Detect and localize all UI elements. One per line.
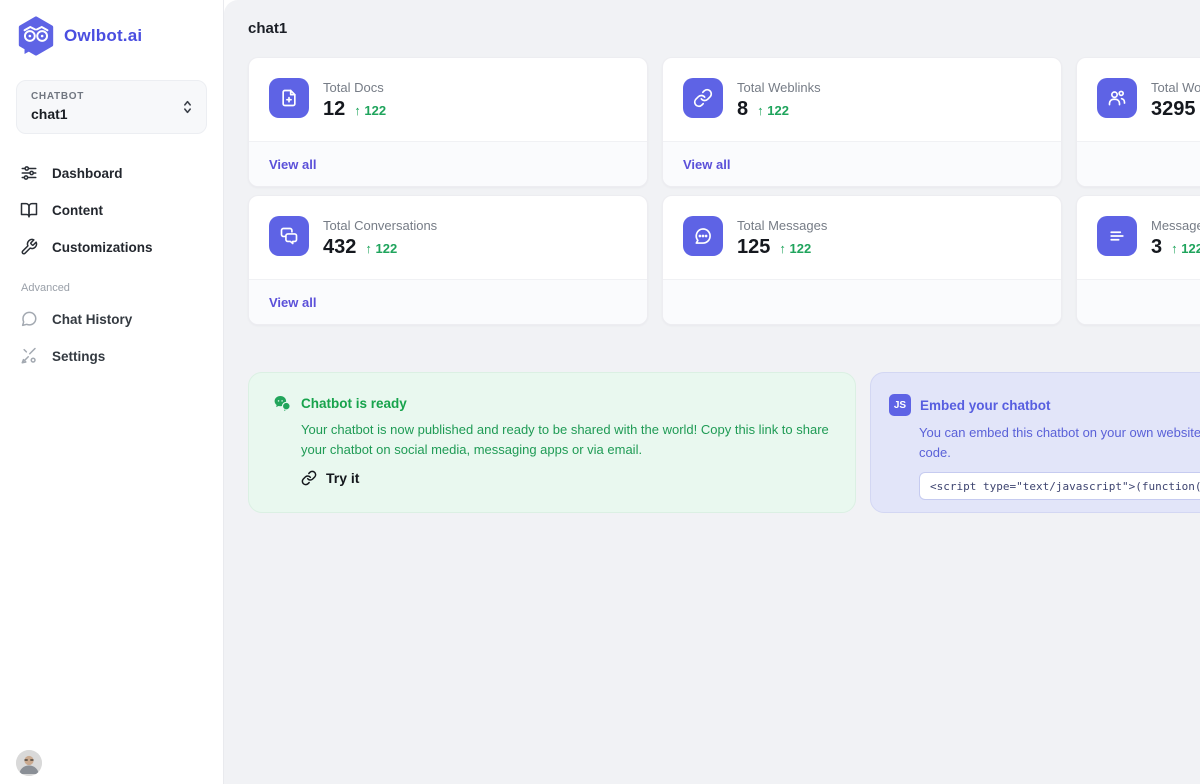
try-it-label: Try it bbox=[326, 470, 360, 486]
sidebar-item-label: Customizations bbox=[52, 239, 153, 255]
sidebar-nav: Dashboard Content Customizations Advance… bbox=[16, 156, 207, 373]
stat-value: 12 bbox=[323, 98, 346, 120]
stat-value: 3295 bbox=[1151, 98, 1196, 120]
sidebar-item-label: Settings bbox=[52, 348, 106, 364]
embed-chatbot-banner: JS Embed your chatbot You can embed this… bbox=[870, 372, 1200, 513]
chatbot-selector[interactable]: CHATBOT chat1 bbox=[16, 80, 207, 134]
users-icon bbox=[1097, 78, 1137, 118]
main-content: chat1 Total Docs 12 ↑ 122 bbox=[224, 0, 1200, 784]
stat-delta: ↑ 122 bbox=[779, 241, 812, 256]
file-plus-icon bbox=[269, 78, 309, 118]
stat-card-footer: View all bbox=[249, 141, 647, 186]
view-all-link[interactable]: View all bbox=[269, 156, 317, 172]
embed-banner-title: Embed your chatbot bbox=[920, 397, 1051, 413]
book-icon bbox=[20, 201, 38, 219]
view-all-link[interactable]: View all bbox=[269, 294, 317, 310]
stat-label: Messages bbox=[1151, 218, 1200, 233]
embed-banner-body: You can embed this chatbot on your own w… bbox=[919, 425, 1200, 460]
stat-card-total-words: Total Words 3295 bbox=[1076, 57, 1200, 187]
stat-card-footer: View all bbox=[249, 279, 647, 324]
stat-card-messages: Messages 3 ↑ 122 bbox=[1076, 195, 1200, 325]
stat-delta: ↑ 122 bbox=[365, 241, 398, 256]
sidebar: Owlbot.ai CHATBOT chat1 Dashboard bbox=[0, 0, 224, 784]
chatbot-selector-label: CHATBOT bbox=[31, 91, 85, 102]
user-avatar[interactable] bbox=[16, 750, 42, 776]
sidebar-item-chat-history[interactable]: Chat History bbox=[16, 302, 207, 336]
sliders-icon bbox=[20, 164, 38, 182]
link-icon bbox=[301, 470, 317, 486]
banners-row: Chatbot is ready Your chatbot is now pub… bbox=[248, 372, 1200, 513]
green-chat-duo-icon bbox=[273, 394, 292, 413]
stat-delta: ↑ 122 bbox=[354, 103, 387, 118]
ready-banner-body: Your chatbot is now published and ready … bbox=[301, 422, 829, 457]
js-badge-icon: JS bbox=[889, 394, 911, 416]
chevron-up-down-icon bbox=[181, 99, 194, 115]
stat-label: Total Words bbox=[1151, 80, 1200, 95]
chat-bubble-icon bbox=[20, 310, 38, 328]
stat-label: Total Conversations bbox=[323, 218, 438, 233]
sidebar-item-customizations[interactable]: Customizations bbox=[16, 230, 207, 264]
stat-card-footer bbox=[1077, 141, 1200, 186]
brand-name: Owlbot.ai bbox=[64, 26, 143, 45]
stats-row-1: Total Docs 12 ↑ 122 View all bbox=[248, 57, 1200, 187]
page-title: chat1 bbox=[248, 20, 288, 37]
stat-label: Total Messages bbox=[737, 218, 828, 233]
chatbot-selector-value: chat1 bbox=[31, 106, 68, 122]
sidebar-item-dashboard[interactable]: Dashboard bbox=[16, 156, 207, 190]
stat-value: 3 bbox=[1151, 236, 1163, 258]
stats-row-2: Total Conversations 432 ↑ 122 View all bbox=[248, 195, 1200, 325]
stat-card-footer bbox=[663, 279, 1061, 324]
stat-card-total-messages: Total Messages 125 ↑ 122 bbox=[662, 195, 1062, 325]
stat-label: Total Docs bbox=[323, 80, 384, 95]
brand-logo[interactable]: Owlbot.ai bbox=[18, 16, 207, 56]
sidebar-item-content[interactable]: Content bbox=[16, 193, 207, 227]
sidebar-item-label: Dashboard bbox=[52, 165, 123, 181]
embed-code-input[interactable] bbox=[919, 472, 1200, 500]
stat-card-total-weblinks: Total Weblinks 8 ↑ 122 View all bbox=[662, 57, 1062, 187]
stat-delta: ↑ 122 bbox=[757, 103, 789, 118]
chatbot-ready-banner: Chatbot is ready Your chatbot is now pub… bbox=[248, 372, 856, 513]
stat-delta: ↑ 122 bbox=[1171, 241, 1200, 256]
owl-hexagon-logo-icon bbox=[18, 16, 54, 56]
chat-duo-icon bbox=[269, 216, 309, 256]
ready-banner-title: Chatbot is ready bbox=[301, 396, 407, 411]
stat-card-footer: View all bbox=[663, 141, 1061, 186]
text-lines-icon bbox=[1097, 216, 1137, 256]
stat-card-footer bbox=[1077, 279, 1200, 324]
chat-dots-icon bbox=[683, 216, 723, 256]
sidebar-item-settings[interactable]: Settings bbox=[16, 339, 207, 373]
stat-card-total-conversations: Total Conversations 432 ↑ 122 View all bbox=[248, 195, 648, 325]
sidebar-section-advanced: Advanced bbox=[21, 282, 70, 294]
wrench-icon bbox=[20, 238, 38, 256]
stat-value: 8 bbox=[737, 98, 749, 120]
stat-card-total-docs: Total Docs 12 ↑ 122 View all bbox=[248, 57, 648, 187]
link-icon bbox=[683, 78, 723, 118]
stat-value: 125 bbox=[737, 236, 771, 258]
sidebar-item-label: Content bbox=[52, 202, 103, 218]
tools-icon bbox=[20, 347, 38, 365]
sidebar-item-label: Chat History bbox=[52, 311, 133, 327]
stat-value: 432 bbox=[323, 236, 357, 258]
try-it-link[interactable]: Try it bbox=[301, 470, 831, 486]
stat-label: Total Weblinks bbox=[737, 80, 821, 95]
view-all-link[interactable]: View all bbox=[683, 156, 731, 172]
